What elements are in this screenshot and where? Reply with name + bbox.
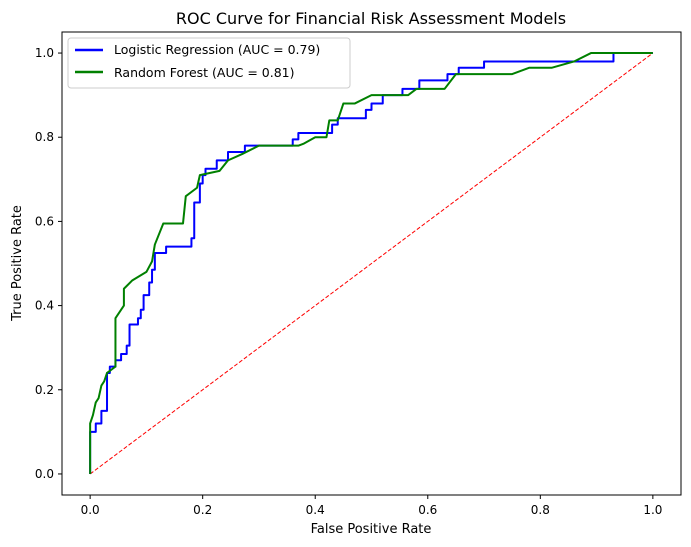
y-axis: 0.0 0.2 0.4 0.6 0.8 1.0 [35,46,62,481]
series-line-random-forest [89,52,653,474]
y-tick-label: 0.2 [35,383,54,397]
y-tick-label: 0.0 [35,467,54,481]
y-tick-label: 0.8 [35,130,54,144]
y-tick-label: 0.6 [35,214,54,228]
x-axis-label: False Positive Rate [311,522,432,537]
legend-box [67,37,351,89]
chart-title: ROC Curve for Financial Risk Assessment … [176,9,566,28]
x-tick-label: 0.0 [81,503,100,517]
legend-label-logistic-regression: Logistic Regression (AUC = 0.79) [114,42,320,57]
legend: Logistic Regression (AUC = 0.79) Random … [67,37,351,89]
x-tick-label: 0.2 [193,503,212,517]
x-tick-label: 0.4 [306,503,325,517]
y-tick-label: 1.0 [35,46,54,60]
plot-area [61,31,682,496]
x-tick-label: 0.6 [418,503,437,517]
series-line-logistic-regression [89,52,653,474]
x-tick-label: 0.8 [531,503,550,517]
x-tick-label: 1.0 [643,503,662,517]
plot-frame [61,31,682,496]
x-axis: 0.0 0.2 0.4 0.6 0.8 1.0 [81,495,662,517]
y-tick-label: 0.4 [35,299,54,313]
diagonal-reference-line [89,52,654,475]
y-axis-label: True Positive Rate [10,205,25,322]
series-layer [89,52,654,475]
legend-label-random-forest: Random Forest (AUC = 0.81) [114,65,295,80]
